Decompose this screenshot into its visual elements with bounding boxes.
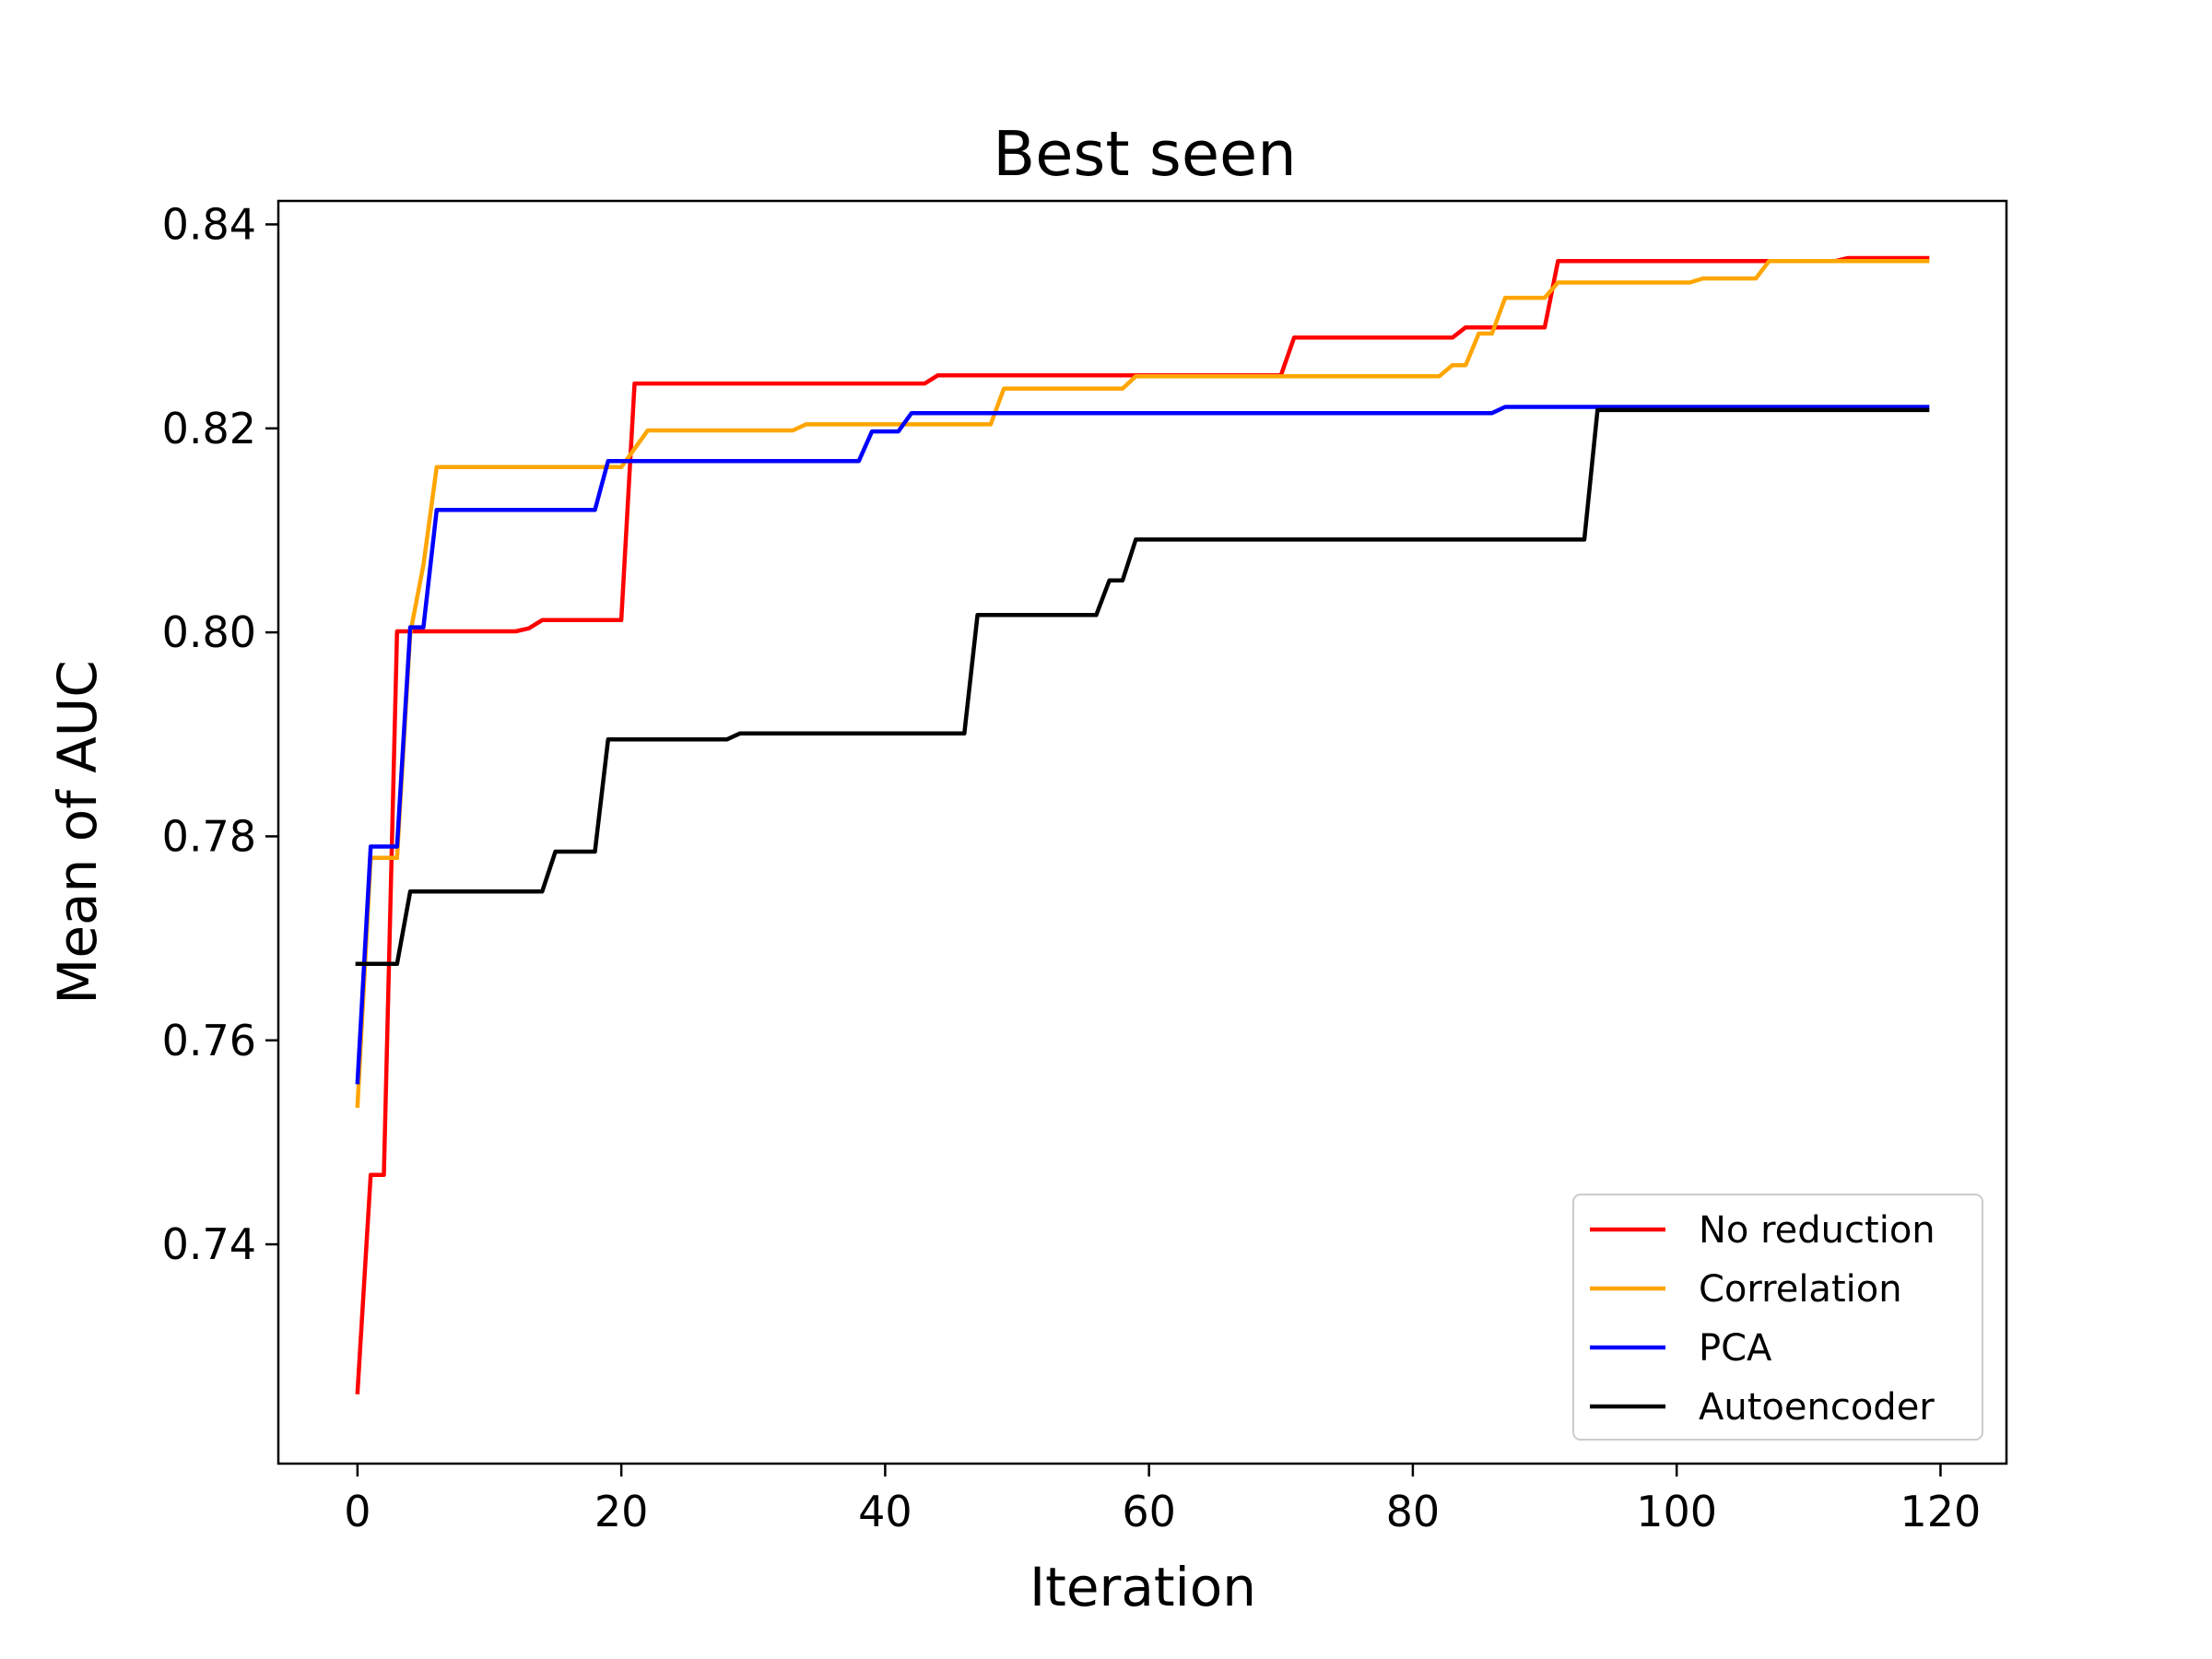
- y-tick-label-5: 0.84: [162, 199, 256, 249]
- x-tick-label-0: 0: [344, 1487, 371, 1536]
- series-layer: [355, 255, 1930, 1394]
- y-tick-label-0: 0.74: [162, 1219, 256, 1269]
- legend-box: [1572, 1194, 1983, 1441]
- legend-label-1: Correlation: [1699, 1268, 1902, 1311]
- series-line-2: [355, 405, 1930, 1085]
- y-tick-label-4: 0.82: [162, 404, 256, 453]
- legend-label-3: Autoencoder: [1699, 1386, 1935, 1429]
- y-axis-label: Mean of AUC: [46, 660, 109, 1004]
- legend-label-2: PCA: [1699, 1327, 1772, 1370]
- x-tick-label-5: 100: [1636, 1487, 1717, 1536]
- legend: No reduction Correlation PCA Autoencoder: [1572, 1194, 1983, 1441]
- x-tick-label-6: 120: [1900, 1487, 1982, 1536]
- series-line-1: [355, 259, 1930, 1108]
- plot-frame: [276, 199, 2008, 1465]
- x-tick-label-1: 20: [594, 1487, 649, 1536]
- x-axis-label: Iteration: [1030, 1556, 1256, 1618]
- chart-title: Best seen: [993, 118, 1296, 190]
- y-tick-label-1: 0.76: [162, 1016, 256, 1065]
- y-tick-label-2: 0.78: [162, 811, 256, 861]
- x-tick-label-4: 80: [1386, 1487, 1441, 1536]
- y-axis: 0.74 0.76 0.78 0.80 0.82 0.84: [162, 199, 278, 1269]
- series-line-0: [355, 255, 1930, 1394]
- x-tick-label-3: 60: [1122, 1487, 1176, 1536]
- x-tick-label-2: 40: [858, 1487, 912, 1536]
- y-tick-label-3: 0.80: [162, 607, 256, 657]
- series-line-3: [355, 407, 1930, 967]
- x-axis: 0 20 40 60 80 100 120: [344, 1464, 1981, 1536]
- legend-label-0: No reduction: [1699, 1209, 1936, 1252]
